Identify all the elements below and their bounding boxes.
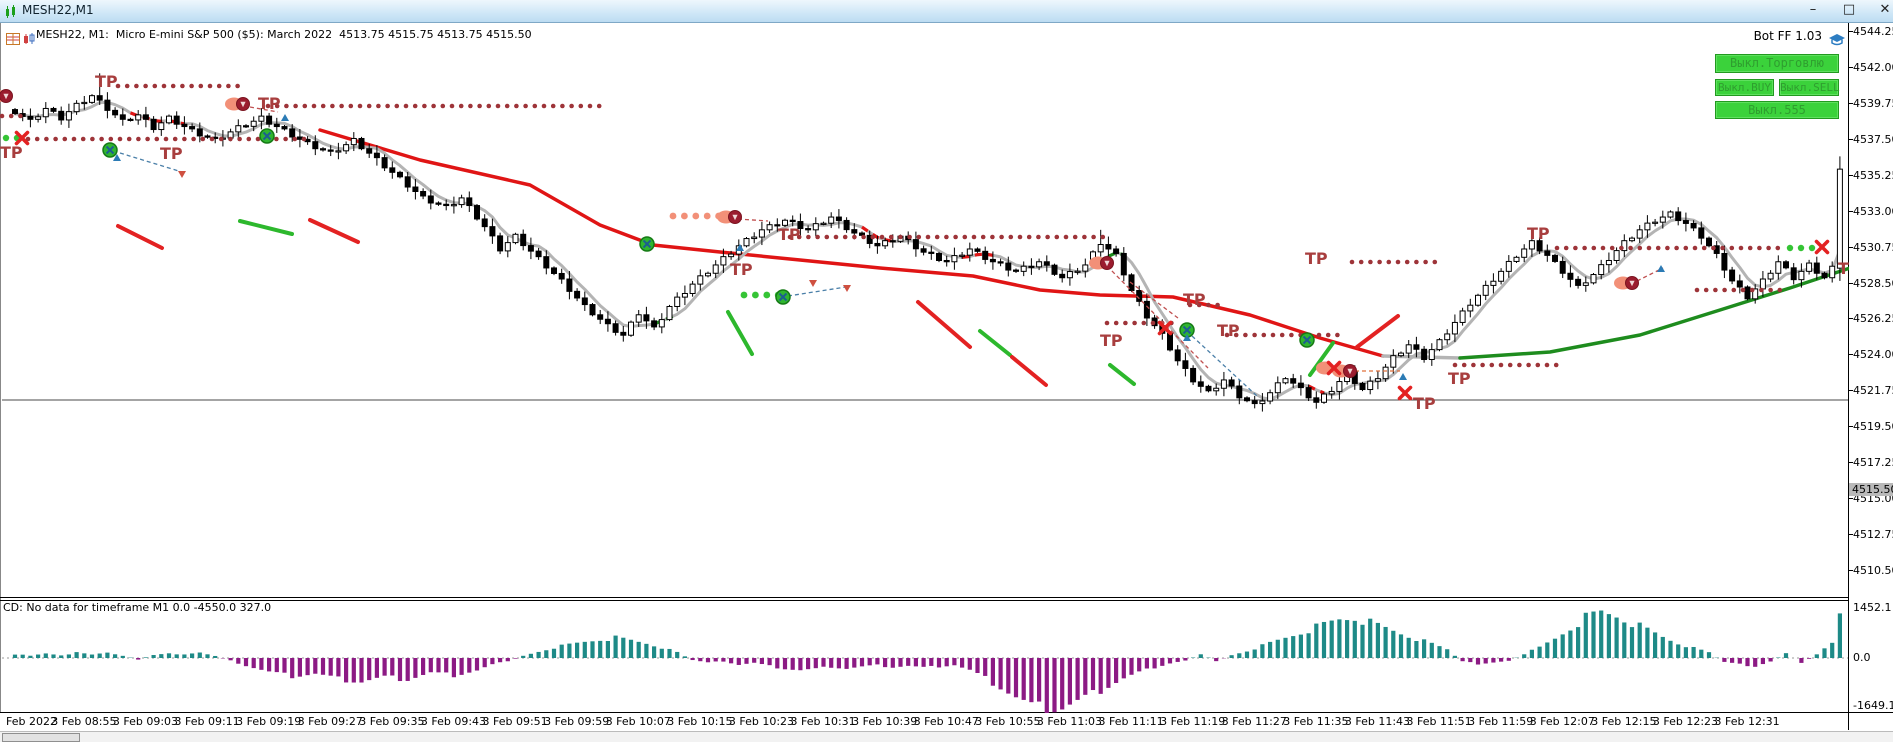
- time-label: 3 Feb 09:59: [544, 715, 609, 728]
- time-label: 3 Feb 11:27: [1222, 715, 1287, 728]
- time-label: 3 Feb 12:15: [1591, 715, 1656, 728]
- time-label: 3 Feb 09:11: [175, 715, 240, 728]
- svg-text:TP: TP: [95, 72, 118, 91]
- title-bar: MESH22,M1 – □ ✕: [0, 0, 1893, 23]
- price-label: 4544.25: [1853, 25, 1893, 38]
- price-label: 4526.25: [1853, 312, 1893, 325]
- time-label: 3 Feb 11:43: [1345, 715, 1410, 728]
- svg-text:TP: TP: [160, 144, 183, 163]
- price-label: 4539.75: [1853, 97, 1893, 110]
- time-label: 3 Feb 10:55: [975, 715, 1040, 728]
- price-label: 4512.75: [1853, 528, 1893, 541]
- svg-text:TP: TP: [1413, 394, 1436, 413]
- symbol-ohlc-info: MESH22, M1: Micro E-mini S&P 500 ($5): M…: [36, 28, 532, 41]
- time-label: 3 Feb 10:15: [667, 715, 732, 728]
- bot-version-label: Bot FF 1.03: [1690, 29, 1822, 43]
- time-label: 3 Feb 09:19: [236, 715, 301, 728]
- disable-555-button[interactable]: Выкл.555: [1715, 101, 1839, 119]
- time-label: 3 Feb 11:11: [1099, 715, 1164, 728]
- svg-text:TP: TP: [730, 260, 753, 279]
- time-label: 3 Feb 12:23: [1653, 715, 1718, 728]
- time-label: 3 Feb 10:39: [852, 715, 917, 728]
- time-label: 3 Feb 08:55: [51, 715, 116, 728]
- disable-trading-button[interactable]: Выкл.Торговлю: [1715, 54, 1839, 73]
- time-label: 3 Feb 12:07: [1530, 715, 1595, 728]
- time-label: 3 Feb 10:47: [914, 715, 979, 728]
- svg-text:TP: TP: [1183, 290, 1206, 309]
- depth-of-market-icon[interactable]: [6, 30, 20, 49]
- price-label: 4524.00: [1853, 348, 1893, 361]
- price-label: 4537.50: [1853, 133, 1893, 146]
- price-label: 4517.25: [1853, 456, 1893, 469]
- time-label: 3 Feb 10:31: [791, 715, 856, 728]
- time-label: 3 Feb 09:35: [359, 715, 424, 728]
- svg-text:TP: TP: [1217, 321, 1240, 340]
- time-label: 3 Feb 11:59: [1468, 715, 1533, 728]
- time-label: 3 Feb 10:07: [606, 715, 671, 728]
- window-title: MESH22,M1: [22, 3, 94, 17]
- disable-sell-button[interactable]: Выкл.SELL: [1779, 79, 1839, 96]
- time-label: 3 Feb 10:23: [729, 715, 794, 728]
- time-label: 3 Feb 11:35: [1283, 715, 1348, 728]
- time-label: 3 Feb 11:19: [1160, 715, 1225, 728]
- indicator-scale-label: -1649.1: [1853, 699, 1893, 712]
- disable-buy-button[interactable]: Выкл.BUY: [1715, 79, 1774, 96]
- indicator-scale-label: 0.0: [1853, 651, 1871, 664]
- price-label: 4519.50: [1853, 420, 1893, 433]
- time-label: 3 Feb 09:51: [483, 715, 548, 728]
- current-price-tag: 4515.50: [1849, 483, 1893, 496]
- candlestick-tab-icon: [5, 4, 19, 23]
- svg-text:TP: TP: [0, 143, 23, 162]
- price-label: 4542.00: [1853, 61, 1893, 74]
- time-label: Feb 2022: [6, 715, 57, 728]
- indicator-scale-label: 1452.1: [1853, 601, 1892, 614]
- svg-text:TP: TP: [258, 94, 281, 113]
- time-label: 3 Feb 09:03: [113, 715, 178, 728]
- svg-text:TP: TP: [1448, 369, 1471, 388]
- indicator-label: CD: No data for timeframe M1 0.0 -4550.0…: [3, 601, 271, 614]
- price-label: 4533.00: [1853, 205, 1893, 218]
- price-label: 4530.75: [1853, 241, 1893, 254]
- time-label: 3 Feb 09:27: [298, 715, 363, 728]
- svg-text:TP: TP: [1100, 331, 1123, 350]
- time-label: 3 Feb 11:51: [1407, 715, 1472, 728]
- price-label: 4535.25: [1853, 169, 1893, 182]
- minimize-button[interactable]: –: [1798, 2, 1828, 19]
- time-label: 3 Feb 12:31: [1715, 715, 1780, 728]
- maximize-button[interactable]: □: [1834, 2, 1864, 19]
- graduation-cap-icon: [1828, 31, 1846, 50]
- svg-text:TP: TP: [778, 225, 801, 244]
- price-label: 4521.75: [1853, 384, 1893, 397]
- horizontal-scrollbar[interactable]: [0, 731, 1893, 742]
- price-label: 4528.50: [1853, 277, 1893, 290]
- time-label: 3 Feb 11:03: [1037, 715, 1102, 728]
- one-click-trading-icon[interactable]: [23, 30, 36, 49]
- svg-text:TP: TP: [1527, 224, 1550, 243]
- price-label: 4510.50: [1853, 564, 1893, 577]
- svg-text:TP: TP: [1305, 249, 1328, 268]
- price-axis[interactable]: 4544.25 4542.00 4539.75 4537.50 4535.25 4533.…: [1849, 22, 1893, 712]
- time-label: 3 Feb 09:43: [421, 715, 486, 728]
- close-button[interactable]: ✕: [1870, 2, 1893, 19]
